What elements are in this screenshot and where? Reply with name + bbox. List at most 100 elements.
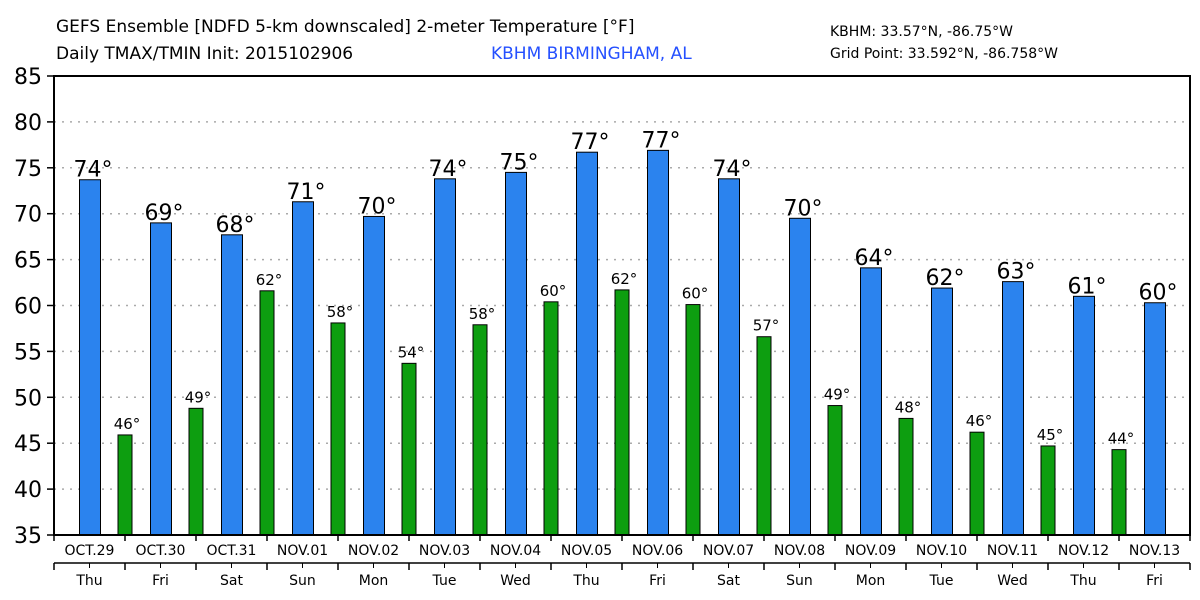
tmin-bar <box>614 289 630 536</box>
weekday-label: Mon <box>856 573 886 589</box>
tmin-label: 62° <box>256 271 283 289</box>
tmax-label: 77° <box>642 128 681 153</box>
station-coordinates: KBHM: 33.57°N, -86.75°W <box>830 24 1013 40</box>
tmin-label: 45° <box>1037 426 1064 444</box>
date-label: NOV.13 <box>1129 543 1180 559</box>
tmax-bar <box>363 215 385 536</box>
tmax-bar <box>789 217 811 536</box>
tmax-label: 69° <box>145 201 184 226</box>
y-tick-label: 80 <box>14 111 42 136</box>
tmax-label: 64° <box>855 246 894 271</box>
tmax-label: 60° <box>1139 281 1178 306</box>
weekday-label: Sun <box>289 573 316 589</box>
y-tick-label: 70 <box>14 203 42 228</box>
tmin-label: 54° <box>398 343 425 361</box>
tmax-label: 75° <box>500 150 539 175</box>
tmax-label: 70° <box>784 196 823 221</box>
tmin-label: 58° <box>327 303 354 321</box>
tmax-label: 68° <box>216 213 255 238</box>
weekday-label: Tue <box>432 573 457 589</box>
tmax-bar <box>221 234 243 536</box>
date-label: NOV.10 <box>916 543 967 559</box>
weekday-label: Wed <box>500 573 531 589</box>
tmax-bar <box>292 201 314 536</box>
y-tick-label: 60 <box>14 295 42 320</box>
tmax-bar <box>150 222 172 536</box>
y-tick-label: 85 <box>14 65 42 90</box>
tmax-label: 71° <box>287 180 326 205</box>
tmin-bar <box>898 417 914 536</box>
weekday-label: Tue <box>929 573 954 589</box>
tmax-label: 74° <box>74 158 113 183</box>
date-label: NOV.08 <box>774 543 825 559</box>
tmax-bar <box>1144 302 1166 536</box>
weekday-label: Sun <box>786 573 813 589</box>
tmin-bar <box>969 431 985 536</box>
weekday-label: Thu <box>572 573 599 589</box>
tmax-label: 77° <box>571 130 610 155</box>
weekday-label: Fri <box>152 573 169 589</box>
y-tick-label: 35 <box>14 524 42 549</box>
weekday-label: Fri <box>649 573 666 589</box>
tmin-label: 58° <box>469 305 496 323</box>
weekday-label: Thu <box>1069 573 1096 589</box>
date-label: OCT.30 <box>136 543 186 559</box>
tmax-bar <box>647 149 669 536</box>
date-label: OCT.31 <box>207 543 257 559</box>
tmin-bar <box>259 290 275 536</box>
tmax-bar <box>576 151 598 536</box>
tmin-bar <box>543 301 559 536</box>
tmax-bar <box>79 179 101 536</box>
tmin-label: 49° <box>824 386 851 404</box>
tmin-label: 48° <box>895 398 922 416</box>
y-tick-label: 65 <box>14 249 42 274</box>
weekday-label: Sat <box>220 573 243 589</box>
y-tick-label: 45 <box>14 432 42 457</box>
date-label: NOV.02 <box>348 543 399 559</box>
tmin-label: 46° <box>966 412 993 430</box>
tmax-bar <box>931 287 953 536</box>
weekday-label: Sat <box>717 573 740 589</box>
tmax-bar <box>860 267 882 536</box>
tmax-label: 62° <box>926 266 965 291</box>
tmin-bar <box>827 405 843 536</box>
y-tick-label: 55 <box>14 340 42 365</box>
tmax-bar <box>1002 281 1024 536</box>
tmax-label: 63° <box>997 260 1036 285</box>
station-name: KBHM BIRMINGHAM, AL <box>491 44 692 64</box>
date-label: NOV.06 <box>632 543 683 559</box>
tmin-bar <box>188 407 204 536</box>
date-label: NOV.12 <box>1058 543 1109 559</box>
tmax-bar <box>1073 295 1095 536</box>
y-tick-label: 75 <box>14 157 42 182</box>
y-tick-label: 40 <box>14 478 42 503</box>
tmin-label: 57° <box>753 317 780 335</box>
grid-point-coordinates: Grid Point: 33.592°N, -86.758°W <box>830 46 1058 62</box>
chart-subtitle: Daily TMAX/TMIN Init: 2015102906 <box>56 44 354 64</box>
weekday-label: Wed <box>997 573 1028 589</box>
tmax-bar <box>718 178 740 536</box>
weekday-label: Mon <box>359 573 389 589</box>
tmax-label: 74° <box>429 157 468 182</box>
tmin-label: 60° <box>540 282 567 300</box>
date-label: NOV.01 <box>277 543 328 559</box>
date-label: NOV.07 <box>703 543 754 559</box>
tmax-bar <box>505 171 527 536</box>
tmax-label: 70° <box>358 194 397 219</box>
date-label: NOV.04 <box>490 543 541 559</box>
tmin-label: 46° <box>114 415 141 433</box>
tmin-label: 49° <box>185 388 212 406</box>
chart-title: GEFS Ensemble [NDFD 5-km downscaled] 2-m… <box>56 17 635 37</box>
tmax-label: 61° <box>1068 274 1107 299</box>
date-label: OCT.29 <box>65 543 115 559</box>
tmin-bar <box>401 362 417 536</box>
tmin-label: 44° <box>1108 430 1135 448</box>
date-label: NOV.11 <box>987 543 1038 559</box>
date-label: NOV.05 <box>561 543 612 559</box>
weekday-label: Fri <box>1146 573 1163 589</box>
y-tick-label: 50 <box>14 386 42 411</box>
tmin-bar <box>1040 445 1056 536</box>
tmin-bar <box>472 324 488 536</box>
date-label: NOV.09 <box>845 543 896 559</box>
